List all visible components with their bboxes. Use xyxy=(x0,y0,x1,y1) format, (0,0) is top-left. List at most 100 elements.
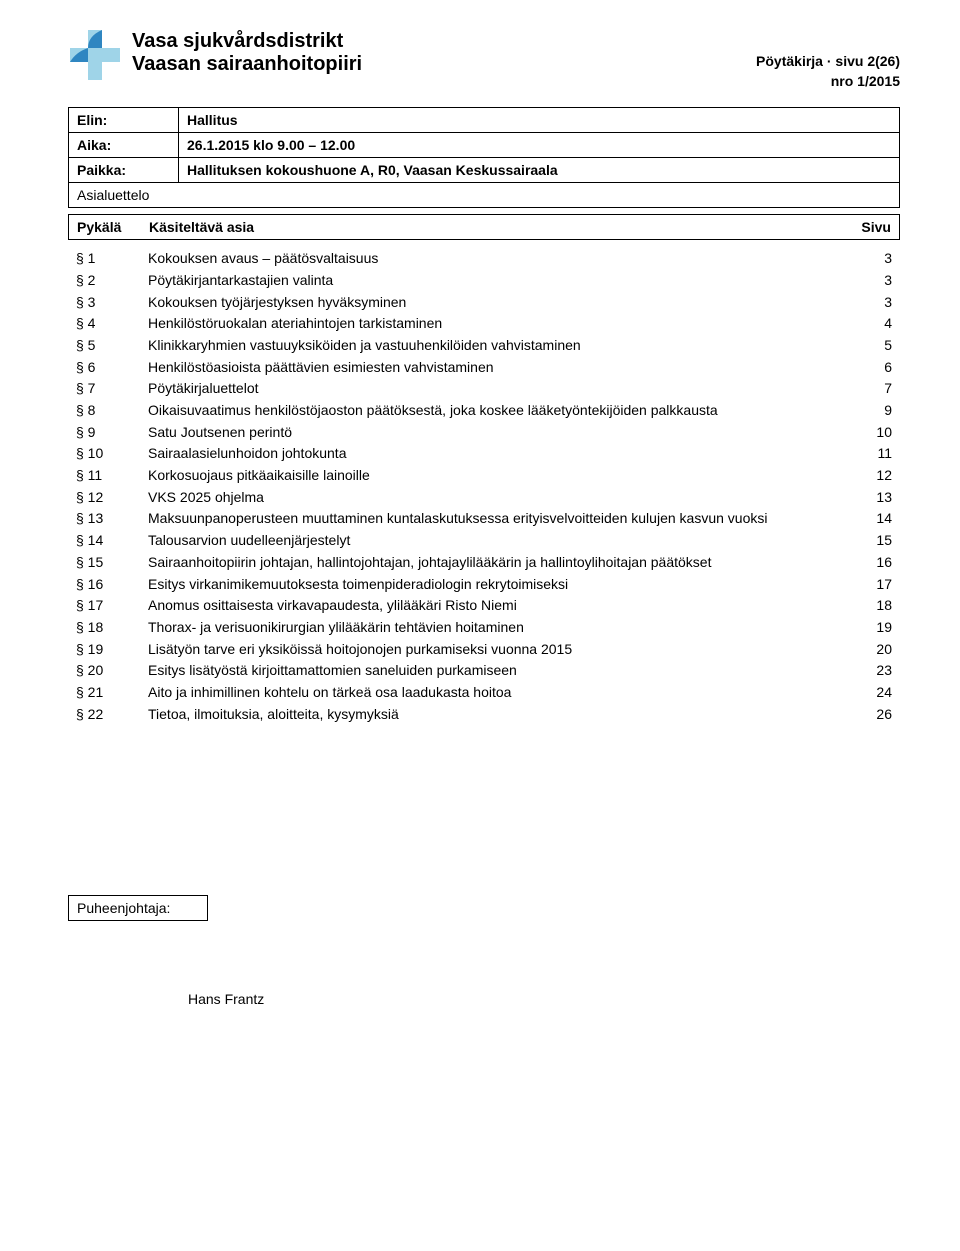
toc-head-title: Käsiteltävä asia xyxy=(149,219,851,235)
toc-item: § 20Esitys lisätyöstä kirjoittamattomien… xyxy=(76,660,892,682)
toc-item-section: § 9 xyxy=(76,422,148,444)
toc-item: § 12VKS 2025 ohjelma13 xyxy=(76,487,892,509)
chair-block: Puheenjohtaja: Hans Frantz xyxy=(68,895,900,1007)
toc-item: § 13Maksuunpanoperusteen muuttaminen kun… xyxy=(76,508,892,530)
toc-item-page: 5 xyxy=(852,335,892,357)
meta-value: Hallitus xyxy=(179,108,900,133)
toc-item-page: 4 xyxy=(852,313,892,335)
toc-item-page: 16 xyxy=(852,552,892,574)
toc-item: § 16Esitys virkanimikemuutoksesta toimen… xyxy=(76,574,892,596)
toc-item-section: § 2 xyxy=(76,270,148,292)
toc-item-page: 9 xyxy=(852,400,892,422)
toc-item-section: § 15 xyxy=(76,552,148,574)
toc-item: § 11Korkosuojaus pitkäaikaisille lainoil… xyxy=(76,465,892,487)
toc-item: § 18Thorax- ja verisuonikirurgian ylilää… xyxy=(76,617,892,639)
toc-item-title: Oikaisuvaatimus henkilöstöjaoston päätök… xyxy=(148,400,852,422)
meta-row: Paikka: Hallituksen kokoushuone A, R0, V… xyxy=(69,158,900,183)
toc-item-section: § 7 xyxy=(76,378,148,400)
meta-label: Elin: xyxy=(69,108,179,133)
toc-item-section: § 5 xyxy=(76,335,148,357)
toc-item-section: § 17 xyxy=(76,595,148,617)
logo-icon xyxy=(68,28,122,82)
toc-item-title: Korkosuojaus pitkäaikaisille lainoille xyxy=(148,465,852,487)
toc-item-section: § 20 xyxy=(76,660,148,682)
toc-item-title: Talousarvion uudelleenjärjestelyt xyxy=(148,530,852,552)
toc-item-page: 3 xyxy=(852,270,892,292)
toc-item-title: Henkilöstöruokalan ateriahintojen tarkis… xyxy=(148,313,852,335)
toc-item-page: 6 xyxy=(852,357,892,379)
toc-item: § 22Tietoa, ilmoituksia, aloitteita, kys… xyxy=(76,704,892,726)
toc-item-page: 12 xyxy=(852,465,892,487)
toc-item-title: Kokouksen avaus – päätösvaltaisuus xyxy=(148,248,852,270)
meta-label: Aika: xyxy=(69,133,179,158)
toc-header: Pykälä Käsiteltävä asia Sivu xyxy=(68,214,900,240)
toc-item: § 10Sairaalasielunhoidon johtokunta11 xyxy=(76,443,892,465)
meta-label: Paikka: xyxy=(69,158,179,183)
toc-item-section: § 3 xyxy=(76,292,148,314)
meta-row: Asialuettelo xyxy=(69,183,900,208)
toc-item: § 14Talousarvion uudelleenjärjestelyt15 xyxy=(76,530,892,552)
toc-item: § 2Pöytäkirjantarkastajien valinta3 xyxy=(76,270,892,292)
toc-item-section: § 22 xyxy=(76,704,148,726)
toc-item-page: 26 xyxy=(852,704,892,726)
meta-row: Elin: Hallitus xyxy=(69,108,900,133)
toc-item-title: Pöytäkirjantarkastajien valinta xyxy=(148,270,852,292)
toc-item-page: 18 xyxy=(852,595,892,617)
toc-item-section: § 6 xyxy=(76,357,148,379)
toc-item-section: § 14 xyxy=(76,530,148,552)
toc-head-page: Sivu xyxy=(851,219,891,235)
meta-table: Elin: Hallitus Aika: 26.1.2015 klo 9.00 … xyxy=(68,107,900,208)
toc-item: § 6Henkilöstöasioista päättävien esimies… xyxy=(76,357,892,379)
toc-item-page: 3 xyxy=(852,292,892,314)
toc-item-page: 23 xyxy=(852,660,892,682)
toc-item-page: 24 xyxy=(852,682,892,704)
toc-item-title: Kokouksen työjärjestyksen hyväksyminen xyxy=(148,292,852,314)
toc-item-title: Henkilöstöasioista päättävien esimiesten… xyxy=(148,357,852,379)
toc-item-title: Sairaanhoitopiirin johtajan, hallintojoh… xyxy=(148,552,852,574)
toc-item: § 21Aito ja inhimillinen kohtelu on tärk… xyxy=(76,682,892,704)
toc-item: § 3Kokouksen työjärjestyksen hyväksymine… xyxy=(76,292,892,314)
toc-item-title: Aito ja inhimillinen kohtelu on tärkeä o… xyxy=(148,682,852,704)
toc-item-title: Lisätyön tarve eri yksiköissä hoitojonoj… xyxy=(148,639,852,661)
toc-item-title: Tietoa, ilmoituksia, aloitteita, kysymyk… xyxy=(148,704,852,726)
toc-item-title: Sairaalasielunhoidon johtokunta xyxy=(148,443,852,465)
toc-item: § 9Satu Joutsenen perintö10 xyxy=(76,422,892,444)
toc-item: § 4Henkilöstöruokalan ateriahintojen tar… xyxy=(76,313,892,335)
toc-item-section: § 13 xyxy=(76,508,148,530)
toc-item: § 15Sairaanhoitopiirin johtajan, hallint… xyxy=(76,552,892,574)
chair-label: Puheenjohtaja: xyxy=(68,895,208,921)
toc-head-section: Pykälä xyxy=(77,219,149,235)
toc-item: § 7Pöytäkirjaluettelot7 xyxy=(76,378,892,400)
toc-item-page: 11 xyxy=(852,443,892,465)
toc-item-page: 17 xyxy=(852,574,892,596)
toc-item-title: Klinikkaryhmien vastuuyksiköiden ja vast… xyxy=(148,335,852,357)
meta-value: Hallituksen kokoushuone A, R0, Vaasan Ke… xyxy=(179,158,900,183)
page-container: Vasa sjukvårdsdistrikt Vaasan sairaanhoi… xyxy=(0,0,960,1035)
toc-item-section: § 19 xyxy=(76,639,148,661)
toc-item-title: Pöytäkirjaluettelot xyxy=(148,378,852,400)
toc-item: § 8Oikaisuvaatimus henkilöstöjaoston pää… xyxy=(76,400,892,422)
toc-item-section: § 10 xyxy=(76,443,148,465)
toc-item-section: § 12 xyxy=(76,487,148,509)
toc-item-section: § 4 xyxy=(76,313,148,335)
chair-name: Hans Frantz xyxy=(188,991,900,1007)
doc-meta-line1: Pöytäkirja · sivu 2(26) xyxy=(756,52,900,72)
toc-item-section: § 18 xyxy=(76,617,148,639)
toc-item-title: Maksuunpanoperusteen muuttaminen kuntala… xyxy=(148,508,852,530)
toc-item-section: § 16 xyxy=(76,574,148,596)
meta-row: Aika: 26.1.2015 klo 9.00 – 12.00 xyxy=(69,133,900,158)
toc-item-title: Anomus osittaisesta virkavapaudesta, yli… xyxy=(148,595,852,617)
logo-block: Vasa sjukvårdsdistrikt Vaasan sairaanhoi… xyxy=(68,28,362,82)
toc-item-title: Thorax- ja verisuonikirurgian ylilääkäri… xyxy=(148,617,852,639)
toc-item-section: § 11 xyxy=(76,465,148,487)
toc-item-title: VKS 2025 ohjelma xyxy=(148,487,852,509)
toc-item-page: 13 xyxy=(852,487,892,509)
toc-item-section: § 1 xyxy=(76,248,148,270)
doc-meta-line2: nro 1/2015 xyxy=(756,72,900,92)
toc-item-page: 19 xyxy=(852,617,892,639)
toc-list: § 1Kokouksen avaus – päätösvaltaisuus3§ … xyxy=(68,248,900,725)
meta-asialuettelo: Asialuettelo xyxy=(69,183,900,208)
toc-item-page: 7 xyxy=(852,378,892,400)
toc-item-page: 10 xyxy=(852,422,892,444)
toc-item-section: § 8 xyxy=(76,400,148,422)
